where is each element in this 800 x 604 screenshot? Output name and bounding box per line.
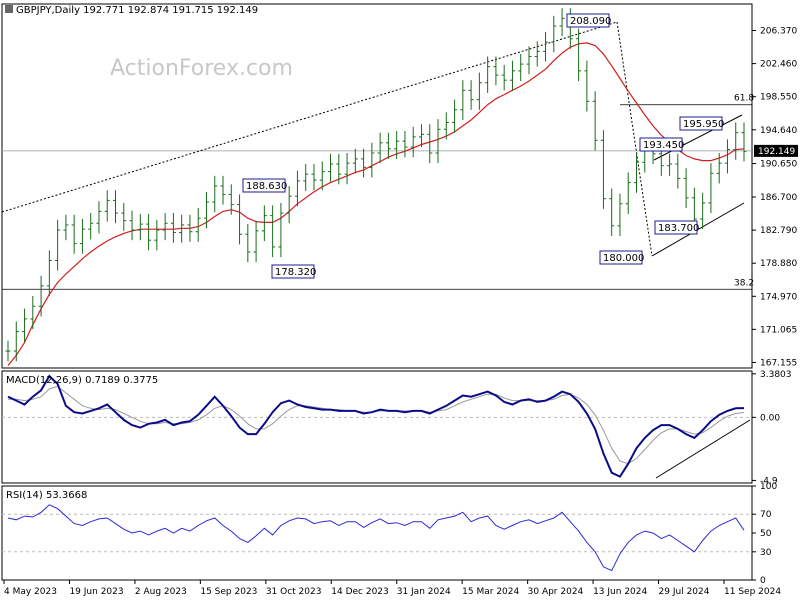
fib-38-label: 38.2 [734, 278, 754, 288]
symbol-header: GBPJPY,Daily 192.771 192.874 191.715 192… [16, 5, 258, 16]
current-price-box [754, 144, 798, 157]
rsi-line [7, 504, 745, 572]
fib-61-label: 61.8 [734, 94, 754, 104]
price-y-tick-label: 186.700 [760, 193, 797, 203]
rsi-y-tick-label: 30 [760, 548, 772, 558]
watermark-text: ActionForex.com [110, 56, 293, 81]
channel-upper-line [653, 114, 743, 161]
macd-trendline [655, 419, 751, 479]
x-tick-label: 19 Jun 2023 [69, 587, 123, 597]
channel-lower-line [651, 202, 745, 257]
x-tick-label: 31 Jan 2024 [397, 587, 451, 597]
current-price-label: 192.149 [758, 147, 795, 157]
annotation-box [566, 13, 610, 28]
price-y-tick-label: 174.970 [760, 292, 797, 302]
x-tick-label: 29 Jul 2024 [659, 587, 710, 597]
price-y-tick-label: 178.880 [760, 259, 797, 269]
macd-y-tick-label: 0.00 [760, 413, 780, 423]
panel-border-1 [1, 370, 753, 484]
x-tick-label: 14 Dec 2023 [331, 587, 389, 597]
annotation-label: 188.630 [246, 181, 287, 192]
panel-border-0 [1, 3, 753, 369]
price-y-tick-label: 171.065 [760, 325, 797, 335]
price-y-tick-label: 194.640 [760, 126, 797, 136]
rsi-y-tick-label: 0 [760, 576, 766, 586]
price-y-tick-label: 167.155 [760, 358, 797, 368]
header-marker [5, 5, 13, 13]
annotation-box [654, 220, 698, 235]
rsi-title: RSI(14) 53.3668 [6, 490, 87, 501]
x-tick-label: 4 May 2023 [4, 587, 57, 597]
macd-y-tick-label: 3.3803 [760, 370, 792, 380]
x-tick-label: 30 Apr 2024 [528, 587, 584, 597]
sma-line [7, 42, 745, 366]
rsi-y-tick-label: 70 [760, 510, 772, 520]
price-y-tick-label: 202.460 [760, 60, 797, 70]
price-y-tick-label: 182.790 [760, 226, 797, 236]
rsi-y-tick-label: 100 [760, 482, 777, 492]
x-tick-label: 13 Jun 2024 [593, 587, 647, 597]
price-y-tick-label: 206.370 [760, 26, 797, 36]
annotation-box [242, 178, 286, 193]
macd-y-tick-label: -4.9 [760, 476, 778, 486]
x-tick-label: 31 Oct 2023 [266, 587, 322, 597]
price-y-tick-label: 198.550 [760, 93, 797, 103]
annotation-label: 195.950 [683, 119, 724, 130]
rsi-y-tick-label: 50 [760, 529, 772, 539]
long-trendline [1, 21, 618, 213]
annotation-label: 180.000 [603, 253, 644, 264]
macd-title: MACD(12,26,9) 0.7189 0.3775 [6, 375, 158, 386]
annotation-label: 178.320 [275, 267, 316, 278]
drop-dotted-line [616, 21, 653, 257]
annotation-box [679, 116, 723, 131]
annotation-box [639, 137, 683, 152]
annotation-box [271, 264, 315, 279]
x-tick-label: 2 Aug 2023 [135, 587, 187, 597]
x-tick-label: 15 Sep 2023 [200, 587, 257, 597]
annotation-label: 193.450 [643, 140, 684, 151]
annotation-box [599, 250, 643, 265]
x-tick-label: 11 Sep 2024 [724, 587, 781, 597]
price-y-tick-label: 190.650 [760, 160, 797, 170]
macd-line [7, 374, 745, 478]
x-tick-label: 15 Mar 2024 [462, 587, 519, 597]
annotation-label: 183.700 [658, 223, 699, 234]
annotation-label: 208.090 [570, 16, 611, 27]
